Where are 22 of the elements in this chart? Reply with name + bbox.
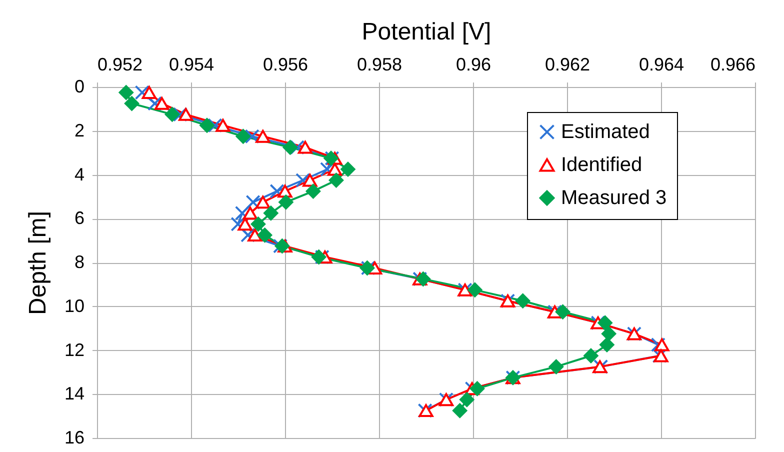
y-tick-label: 2: [74, 120, 84, 140]
legend-label: Measured 3: [561, 187, 667, 209]
x-tick-label: 0.966: [710, 54, 756, 74]
y-tick-label: 8: [74, 252, 84, 272]
y-tick-label: 4: [74, 164, 84, 184]
y-tick-label: 14: [64, 384, 84, 404]
y-tick-label: 6: [74, 208, 84, 228]
x-tick-label: 0.96: [456, 54, 492, 74]
legend-label: Identified: [561, 154, 642, 176]
x-tick-label: 0.952: [98, 54, 143, 74]
y-axis-title: Depth [m]: [24, 210, 52, 316]
x-axis-title: Potential [V]: [362, 18, 492, 46]
x-tick-label: 0.958: [356, 54, 402, 74]
x-tick-label: 0.962: [544, 54, 590, 74]
x-tick-label: 0.964: [638, 54, 684, 74]
y-tick-label: 0: [74, 76, 84, 96]
legend-label: Estimated: [561, 121, 650, 143]
x-tick-label: 0.956: [262, 54, 308, 74]
y-tick-label: 12: [64, 340, 84, 360]
y-tick-label: 10: [64, 296, 84, 316]
x-tick-label: 0.954: [168, 54, 214, 74]
y-tick-label: 16: [64, 428, 84, 448]
